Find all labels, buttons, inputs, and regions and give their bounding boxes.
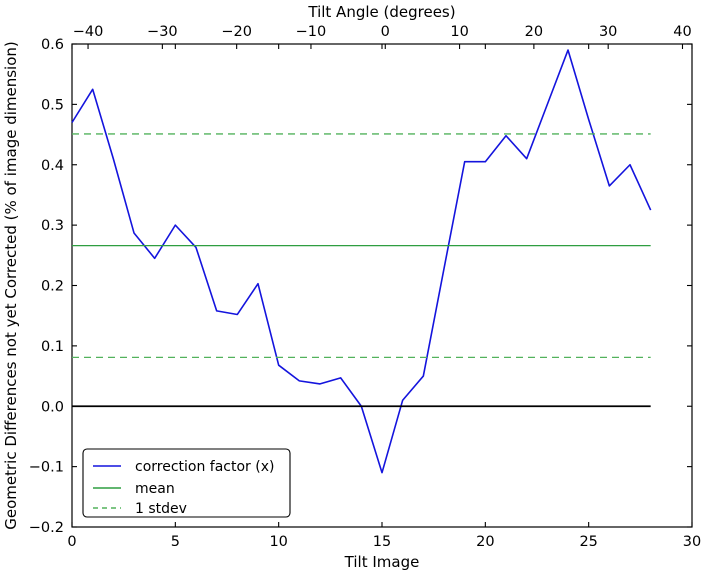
y-tick-label: −0.1 xyxy=(29,460,64,476)
y-tick-label: 0.5 xyxy=(41,97,64,113)
top-axis-title: Tilt Angle (degrees) xyxy=(307,3,455,21)
correction-factor-line xyxy=(71,49,652,474)
legend-label: 1 stdev xyxy=(135,501,187,517)
legend-box xyxy=(82,448,291,518)
y-axis-title: Geometric Differences not yet Corrected … xyxy=(2,41,20,530)
top-tick-label: −30 xyxy=(147,24,178,40)
x-tick-label: 10 xyxy=(269,534,287,550)
top-tick-label: 10 xyxy=(450,24,468,40)
top-tick-label: −20 xyxy=(221,24,252,40)
y-tick-label: 0.4 xyxy=(41,158,64,174)
top-tick-label: 20 xyxy=(525,24,543,40)
y-tick-label: 0.6 xyxy=(41,37,64,53)
legend-label: mean xyxy=(135,481,175,497)
y-tick-label: 0.2 xyxy=(41,279,64,295)
x-tick-label: 25 xyxy=(579,534,597,550)
y-tick-label: 0.0 xyxy=(41,399,64,415)
x-tick-label: 5 xyxy=(171,534,180,550)
top-tick-label: −10 xyxy=(296,24,327,40)
y-tick-label: −0.2 xyxy=(29,520,64,536)
legend-label: correction factor (x) xyxy=(135,459,274,475)
top-tick-label: 30 xyxy=(599,24,617,40)
x-tick-label: 0 xyxy=(67,534,76,550)
y-tick-label: 0.3 xyxy=(41,218,64,234)
x-tick-label: 20 xyxy=(476,534,494,550)
x-tick-label: 30 xyxy=(683,534,701,550)
x-axis-title: Tilt Image xyxy=(344,553,420,571)
y-tick-label: 0.1 xyxy=(41,339,64,355)
top-tick-label: 40 xyxy=(673,24,691,40)
top-tick-label: 0 xyxy=(381,24,390,40)
x-tick-label: 15 xyxy=(373,534,391,550)
top-tick-label: −40 xyxy=(73,24,104,40)
